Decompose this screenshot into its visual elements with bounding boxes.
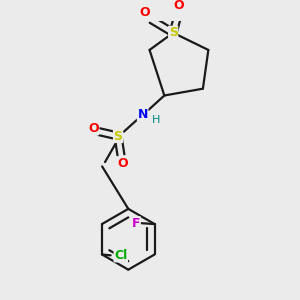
- Text: N: N: [137, 108, 148, 121]
- Text: O: O: [174, 0, 184, 12]
- Text: H: H: [152, 115, 161, 124]
- Text: O: O: [88, 122, 99, 135]
- Text: Cl: Cl: [114, 249, 128, 262]
- Text: O: O: [117, 157, 128, 170]
- Text: S: S: [169, 26, 178, 39]
- Text: S: S: [113, 130, 122, 142]
- Text: F: F: [131, 217, 140, 230]
- Text: O: O: [139, 6, 149, 19]
